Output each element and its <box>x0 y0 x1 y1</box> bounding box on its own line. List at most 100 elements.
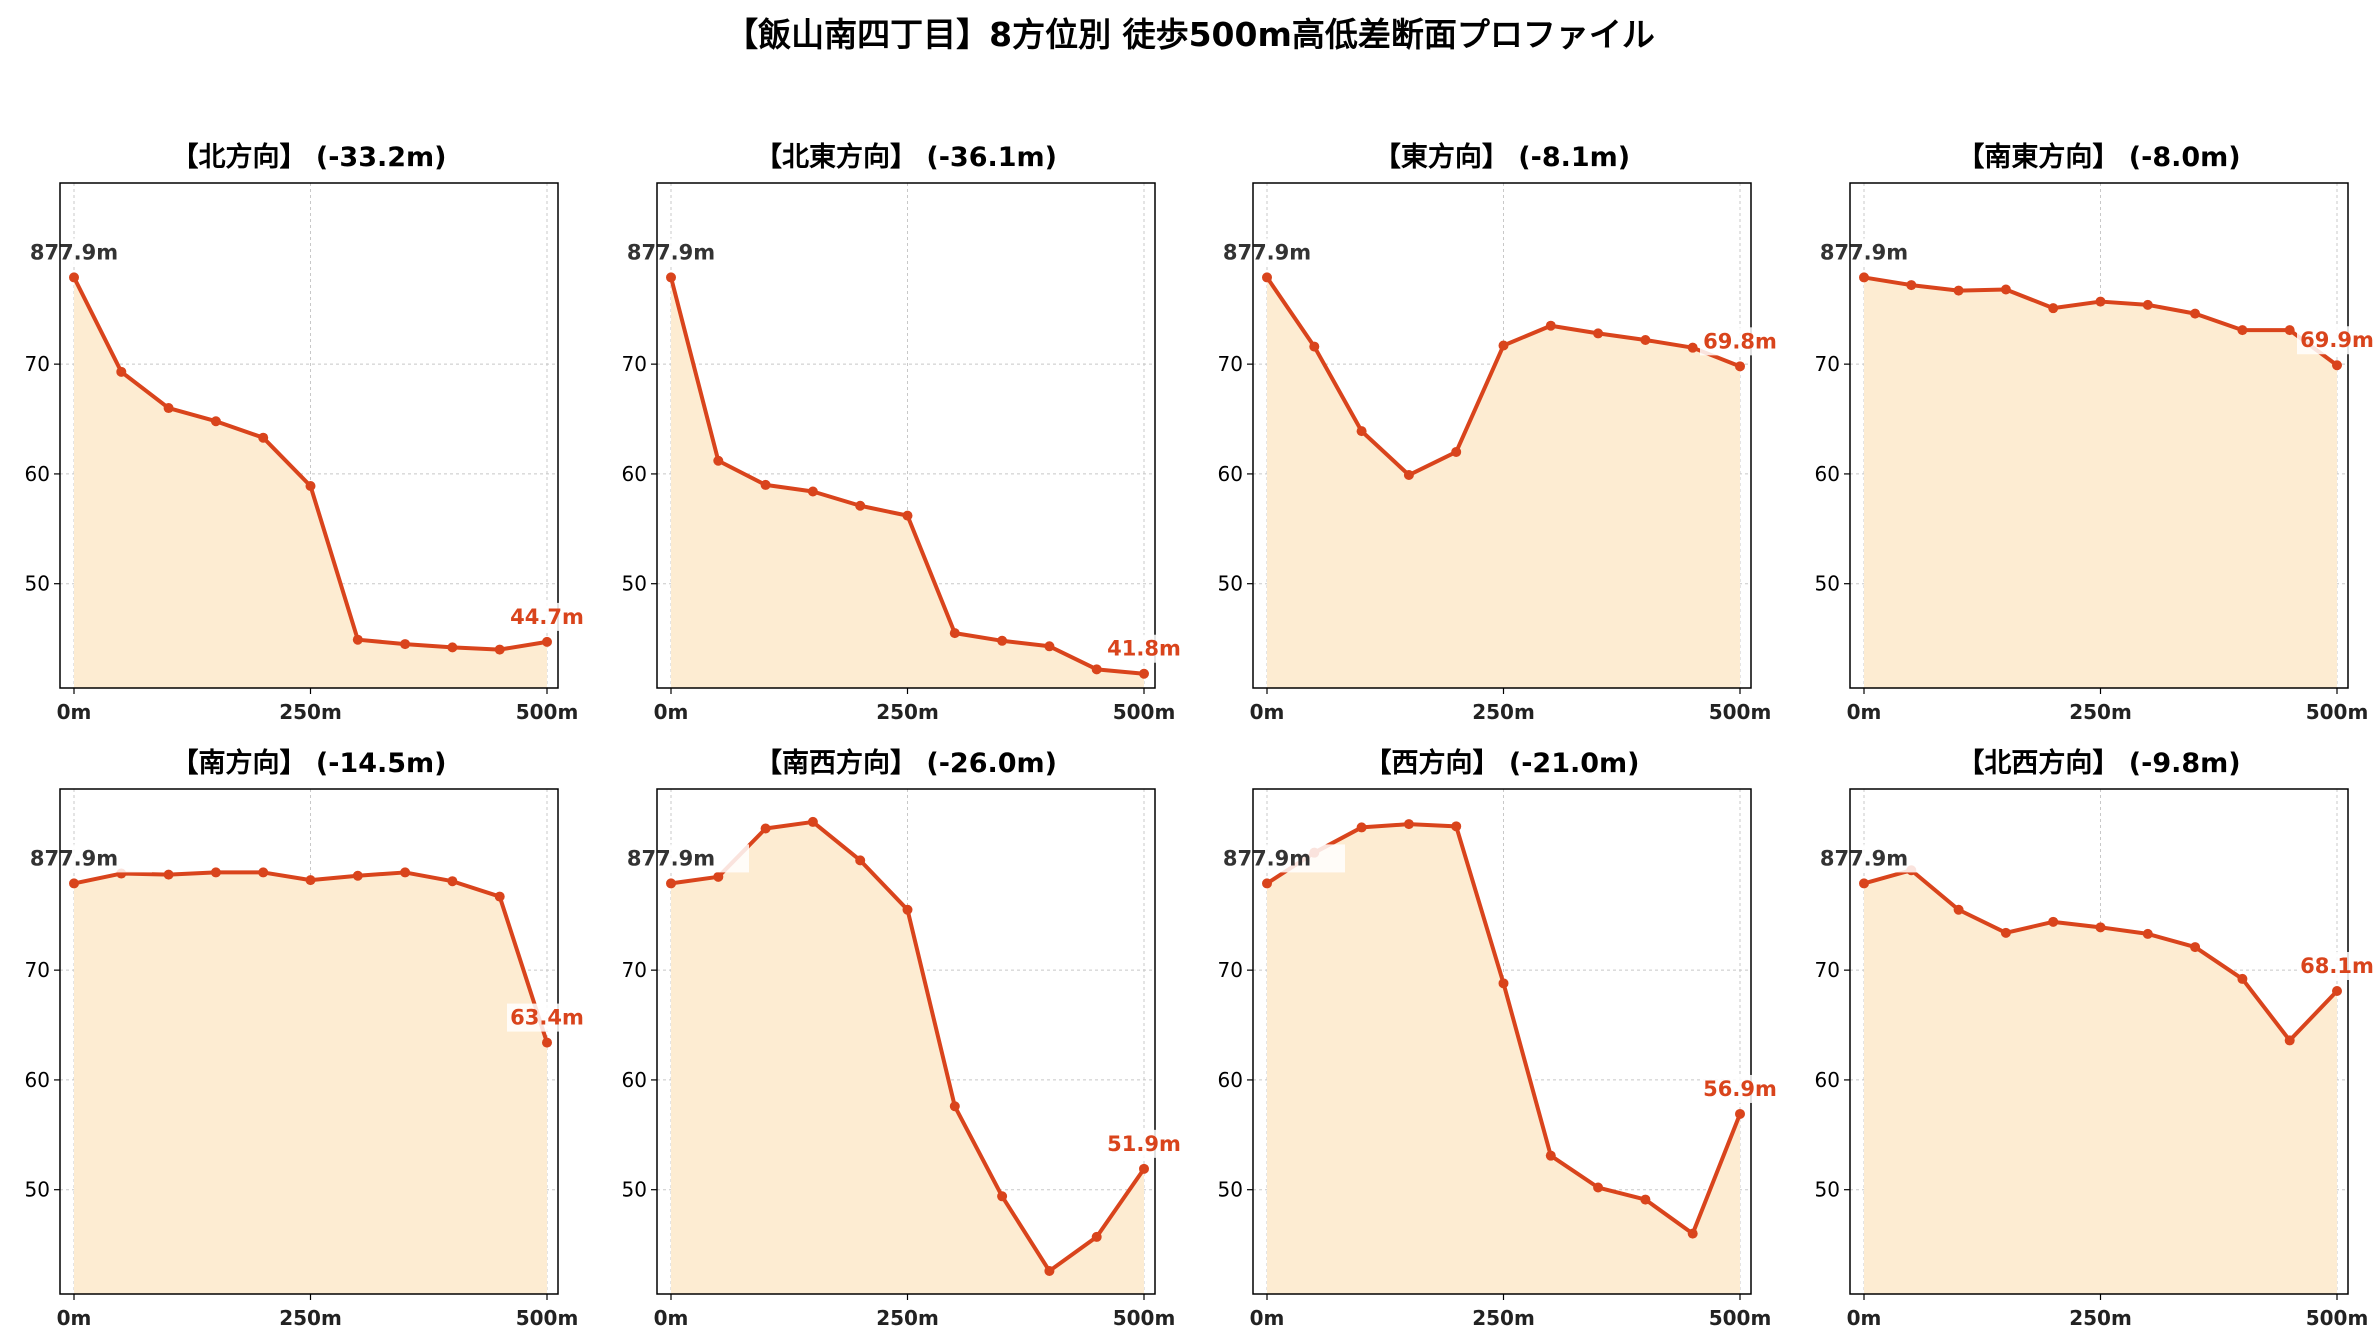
start-label-bg <box>669 844 749 873</box>
x-tick-label: 0m <box>1847 1306 1882 1330</box>
data-point <box>1545 1150 1556 1161</box>
data-point <box>666 878 676 889</box>
end-label-bg <box>507 1003 587 1032</box>
x-tick-label: 0m <box>57 1306 92 1330</box>
data-point <box>2237 973 2248 984</box>
y-tick-label: 50 <box>25 572 50 596</box>
data-point <box>1262 878 1272 889</box>
data-point <box>494 644 505 655</box>
data-point <box>1356 822 1367 833</box>
y-tick-label: 60 <box>1218 462 1243 486</box>
data-point <box>69 272 79 283</box>
y-tick-label: 50 <box>1815 572 1840 596</box>
plot-frame <box>1252 182 1752 689</box>
end-label-bg <box>2297 326 2377 355</box>
chart-panel: 【東方向】 (-8.1m) 50 60 70 0m 250m 500m 877.9m 69.8m <box>1218 141 1780 724</box>
data-point <box>1953 285 1964 296</box>
data-point <box>1906 280 1917 291</box>
start-elevation-label: 877.9m <box>1820 846 1908 870</box>
data-point <box>1593 328 1604 339</box>
chart-title: 【北東方向】 (-36.1m) <box>755 141 1057 173</box>
x-tick-label: 0m <box>1250 1306 1285 1330</box>
data-point <box>949 1101 960 1112</box>
start-elevation-label: 877.9m <box>1820 240 1908 264</box>
chart-panel: 【西方向】 (-21.0m) 50 60 70 0m 250m 500m 877.9m 56.9… <box>1218 747 1780 1330</box>
x-tick-label: 500m <box>516 1306 579 1330</box>
start-elevation-label: 877.9m <box>627 846 715 870</box>
data-point <box>163 403 174 414</box>
data-point <box>1262 272 1272 283</box>
data-point <box>1735 361 1745 372</box>
x-tick-label: 250m <box>876 1306 939 1330</box>
chart-title: 【北方向】 (-33.2m) <box>171 141 446 173</box>
data-point <box>258 432 269 443</box>
y-tick-label: 70 <box>622 958 647 982</box>
chart-title: 【東方向】 (-8.1m) <box>1374 141 1630 173</box>
data-point <box>2000 284 2011 295</box>
y-tick-label: 60 <box>1815 1068 1840 1092</box>
data-point <box>2142 928 2153 939</box>
data-point <box>1356 426 1367 437</box>
figure-title: 【飯山南四丁目】8方位別 徒歩500m高低差断面プロファイル <box>725 15 1655 54</box>
data-point <box>163 869 174 880</box>
data-point <box>2284 325 2295 336</box>
y-tick-label: 70 <box>25 352 50 376</box>
data-point <box>1451 446 1462 457</box>
data-point <box>1640 1194 1651 1205</box>
chart-panel: 【南東方向】 (-8.0m) 50 60 70 0m 250m 500m 877.9m 69.9… <box>1815 141 2377 724</box>
x-tick-label: 500m <box>1113 700 1176 724</box>
data-point <box>1640 334 1651 345</box>
x-tick-label: 500m <box>2306 700 2369 724</box>
data-point <box>2048 303 2059 314</box>
data-point <box>2142 299 2153 310</box>
x-tick-label: 0m <box>1847 700 1882 724</box>
plot-frame <box>59 788 559 1295</box>
y-tick-label: 70 <box>1815 352 1840 376</box>
y-tick-label: 60 <box>622 1068 647 1092</box>
data-point <box>997 635 1008 646</box>
x-tick-label: 250m <box>279 700 342 724</box>
chart-panel: 【南方向】 (-14.5m) 50 60 70 0m 250m 500m 877.9m 63.4… <box>25 747 587 1330</box>
data-point <box>400 639 411 650</box>
start-elevation-label: 877.9m <box>627 240 715 264</box>
data-point <box>855 855 866 866</box>
data-point <box>400 867 411 878</box>
x-tick-label: 0m <box>57 700 92 724</box>
profile-area <box>1267 277 1740 688</box>
y-tick-label: 70 <box>622 352 647 376</box>
data-point <box>1687 342 1698 353</box>
profile-area <box>74 277 547 688</box>
chart-panel: 【北東方向】 (-36.1m) 50 60 70 0m 250m 500m 877.9m 41.… <box>622 141 1184 724</box>
profile-area <box>671 821 1144 1294</box>
data-point <box>1451 821 1462 832</box>
chart-title: 【西方向】 (-21.0m) <box>1364 747 1639 779</box>
end-elevation-label: 69.8m <box>1703 329 1777 353</box>
data-point <box>760 823 771 834</box>
y-tick-label: 60 <box>622 462 647 486</box>
y-tick-label: 60 <box>25 462 50 486</box>
y-tick-label: 50 <box>25 1178 50 1202</box>
end-elevation-label: 68.1m <box>2300 954 2374 978</box>
data-point <box>949 628 960 639</box>
end-label-bg <box>1700 1074 1780 1103</box>
profile-area <box>74 872 547 1294</box>
y-tick-label: 70 <box>1218 958 1243 982</box>
data-point <box>807 816 818 827</box>
data-point <box>1309 341 1320 352</box>
start-elevation-label: 877.9m <box>30 846 118 870</box>
data-point <box>1545 320 1556 331</box>
data-point <box>1687 1228 1698 1239</box>
data-point <box>352 870 363 881</box>
data-point <box>997 1191 1008 1202</box>
y-tick-label: 60 <box>25 1068 50 1092</box>
chart-title: 【北西方向】 (-9.8m) <box>1957 747 2240 779</box>
data-point <box>2237 325 2248 336</box>
end-label-bg <box>2297 952 2377 980</box>
data-point <box>902 510 913 521</box>
data-point <box>1044 641 1055 652</box>
data-point <box>1139 1163 1149 1174</box>
data-point <box>2332 986 2342 996</box>
data-point <box>305 875 316 886</box>
data-point <box>210 867 221 878</box>
data-point <box>1403 819 1414 830</box>
